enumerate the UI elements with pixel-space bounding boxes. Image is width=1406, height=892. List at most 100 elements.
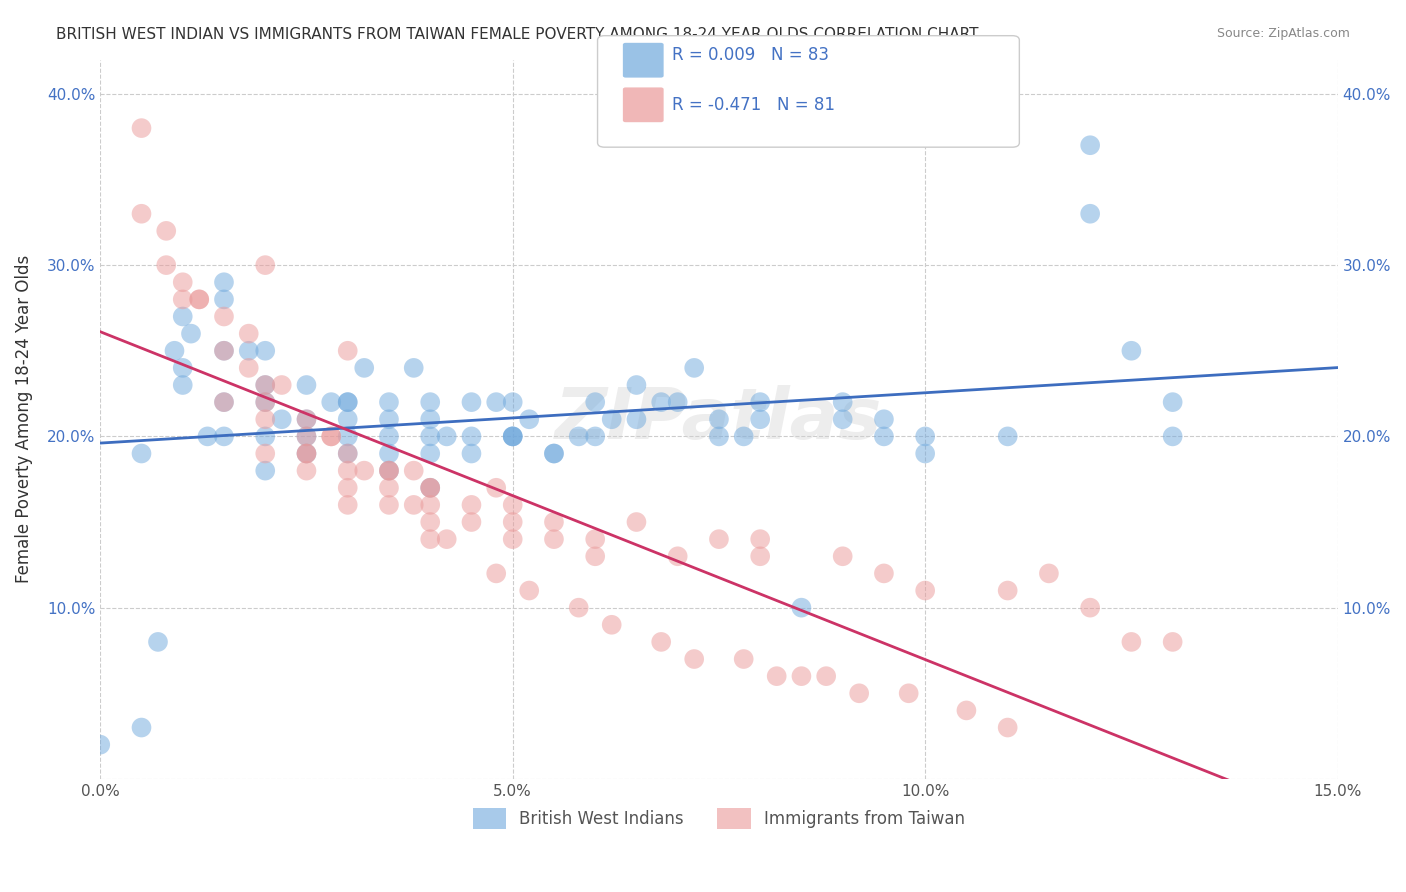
- Point: [336, 412, 359, 426]
- Point: [568, 429, 591, 443]
- Point: [626, 378, 648, 392]
- Point: [295, 464, 318, 478]
- Point: [321, 429, 343, 443]
- Point: [336, 446, 359, 460]
- Point: [419, 498, 441, 512]
- Text: ZIPatlas: ZIPatlas: [555, 384, 883, 454]
- Point: [131, 121, 153, 136]
- Point: [502, 498, 524, 512]
- Point: [378, 464, 401, 478]
- Point: [212, 429, 235, 443]
- Point: [790, 669, 813, 683]
- Point: [583, 395, 606, 409]
- Point: [460, 446, 482, 460]
- Point: [321, 429, 343, 443]
- Point: [1161, 429, 1184, 443]
- Point: [254, 378, 277, 392]
- Point: [353, 464, 375, 478]
- Point: [997, 583, 1019, 598]
- Point: [914, 583, 936, 598]
- Point: [295, 446, 318, 460]
- Point: [172, 360, 194, 375]
- Point: [172, 275, 194, 289]
- Point: [914, 446, 936, 460]
- Point: [749, 549, 772, 564]
- Point: [197, 429, 219, 443]
- Point: [172, 378, 194, 392]
- Point: [180, 326, 202, 341]
- Point: [378, 498, 401, 512]
- Point: [295, 446, 318, 460]
- Point: [650, 395, 672, 409]
- Point: [270, 378, 292, 392]
- Point: [146, 635, 169, 649]
- Point: [336, 395, 359, 409]
- Point: [543, 532, 565, 546]
- Point: [419, 429, 441, 443]
- Point: [707, 412, 730, 426]
- Point: [188, 293, 211, 307]
- Point: [683, 652, 706, 666]
- Point: [402, 498, 425, 512]
- Point: [666, 395, 689, 409]
- Point: [238, 326, 260, 341]
- Point: [873, 412, 896, 426]
- Point: [583, 549, 606, 564]
- Point: [831, 549, 853, 564]
- Point: [378, 464, 401, 478]
- Point: [815, 669, 838, 683]
- Point: [254, 378, 277, 392]
- Point: [749, 395, 772, 409]
- Point: [254, 258, 277, 272]
- Point: [321, 395, 343, 409]
- Point: [517, 412, 540, 426]
- Point: [831, 412, 853, 426]
- Point: [873, 429, 896, 443]
- Point: [254, 395, 277, 409]
- Text: R = -0.471   N = 81: R = -0.471 N = 81: [672, 96, 835, 114]
- Point: [997, 429, 1019, 443]
- Point: [254, 446, 277, 460]
- Point: [378, 429, 401, 443]
- Point: [1121, 635, 1143, 649]
- Point: [336, 464, 359, 478]
- Point: [336, 446, 359, 460]
- Point: [997, 721, 1019, 735]
- Point: [502, 429, 524, 443]
- Point: [1161, 635, 1184, 649]
- Point: [336, 429, 359, 443]
- Point: [460, 515, 482, 529]
- Point: [502, 515, 524, 529]
- Point: [378, 464, 401, 478]
- Point: [131, 721, 153, 735]
- Point: [485, 481, 508, 495]
- Point: [212, 395, 235, 409]
- Point: [626, 515, 648, 529]
- Point: [212, 293, 235, 307]
- Point: [419, 412, 441, 426]
- Point: [212, 395, 235, 409]
- Point: [831, 395, 853, 409]
- Point: [873, 566, 896, 581]
- Point: [254, 343, 277, 358]
- Point: [733, 429, 755, 443]
- Point: [502, 532, 524, 546]
- Point: [1121, 343, 1143, 358]
- Point: [460, 429, 482, 443]
- Point: [419, 481, 441, 495]
- Point: [378, 395, 401, 409]
- Point: [914, 429, 936, 443]
- Point: [378, 481, 401, 495]
- Point: [419, 395, 441, 409]
- Point: [1078, 138, 1101, 153]
- Point: [543, 446, 565, 460]
- Point: [172, 293, 194, 307]
- Point: [295, 429, 318, 443]
- Point: [419, 515, 441, 529]
- Point: [254, 429, 277, 443]
- Point: [419, 481, 441, 495]
- Point: [254, 395, 277, 409]
- Point: [155, 224, 177, 238]
- Point: [402, 464, 425, 478]
- Point: [568, 600, 591, 615]
